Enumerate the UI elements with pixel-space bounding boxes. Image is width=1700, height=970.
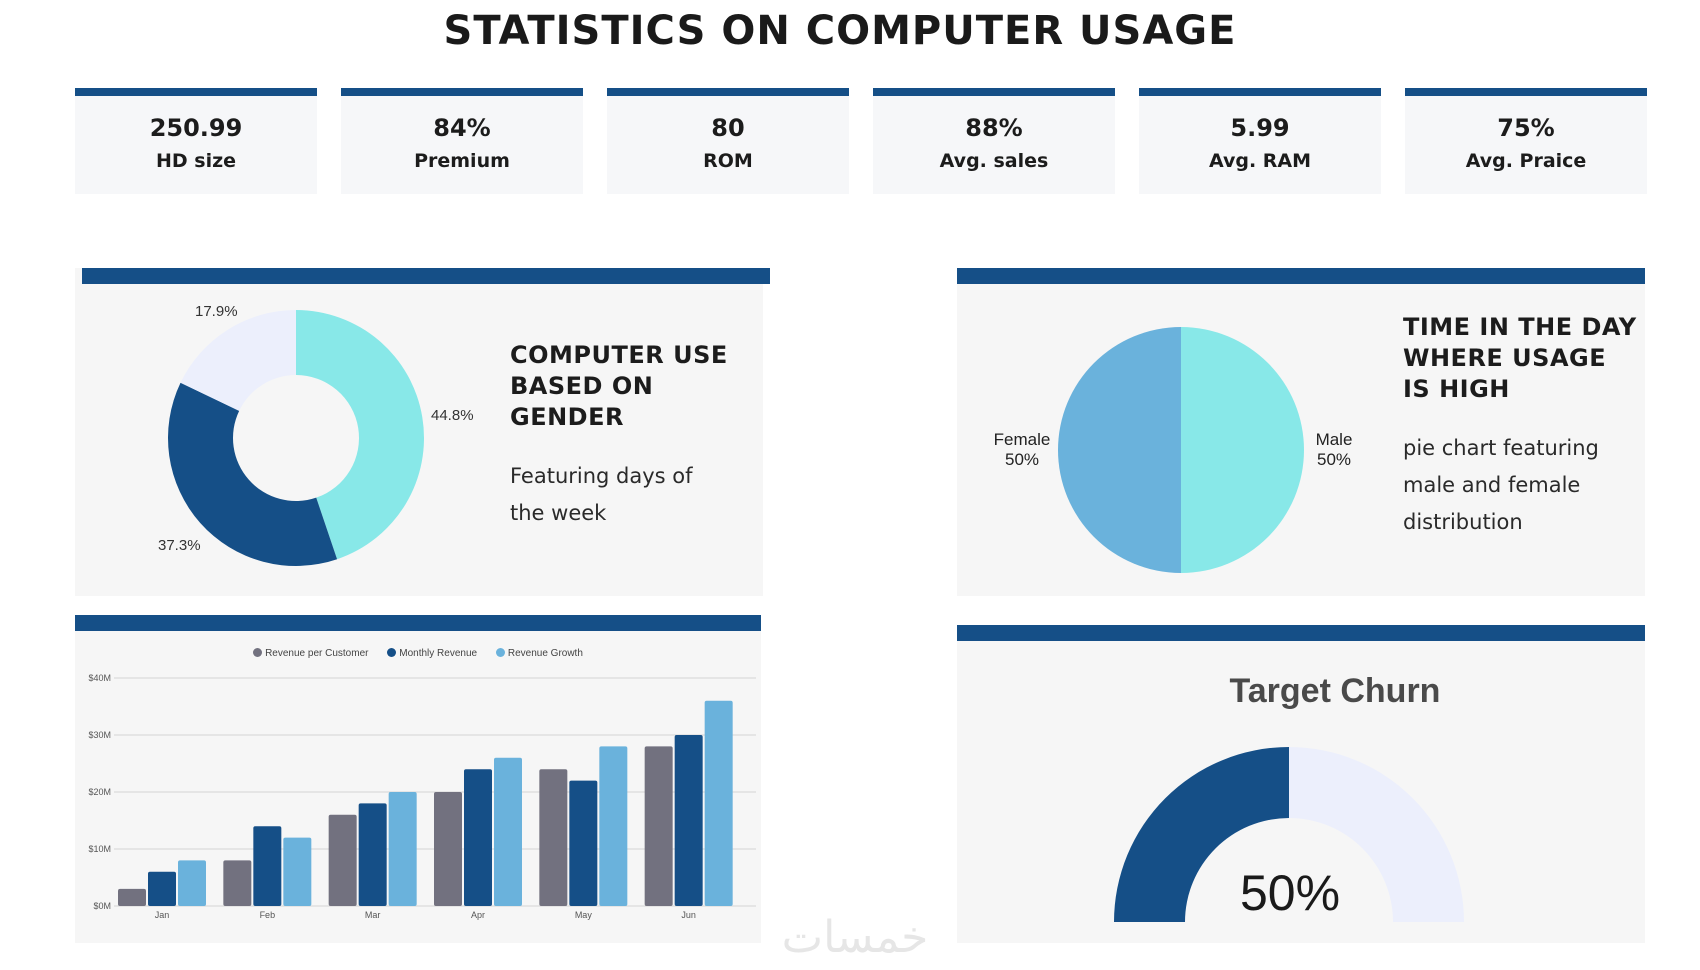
kpi-label: Avg. RAM (1208, 150, 1312, 172)
kpi-accent-bar (1405, 88, 1647, 96)
legend-item: Monthly Revenue (387, 648, 477, 659)
y-tick-label: $40M (88, 673, 111, 683)
bar-jun-series-1 (674, 735, 703, 906)
kpi-value: 88% (965, 114, 1023, 142)
bar-may-series-1 (569, 780, 598, 906)
gauge-filled-arc (1114, 747, 1289, 922)
kpi-accent-bar (75, 88, 317, 96)
legend-item: Revenue per Customer (253, 648, 368, 659)
bar-mar-series-0 (328, 814, 357, 906)
bar-jun-series-2 (704, 700, 733, 906)
kpi-accent-bar (607, 88, 849, 96)
donut-slice-0 (296, 310, 424, 560)
legend-swatch-sky (495, 648, 505, 657)
panel-accent-bar (75, 615, 761, 631)
y-tick-label: $20M (88, 787, 111, 797)
panel-accent-bar (957, 625, 1645, 641)
x-tick-label: May (575, 910, 593, 920)
kpi-label: Premium (414, 150, 510, 172)
kpi-card-rom: 80 ROM (607, 88, 849, 194)
pie-panel-description: pie chart featuring male and female dist… (1403, 436, 1599, 534)
donut-slice-label-medium: 37.3% (158, 537, 201, 554)
panel-accent-bar (957, 268, 1645, 284)
x-tick-label: Jan (155, 910, 170, 920)
bar-jan-series-0 (118, 888, 146, 906)
pie-panel-title: TIME IN THE DAY WHERE USAGE IS HIGH (1403, 313, 1637, 403)
pie-label-male: Male 50% (1315, 430, 1353, 469)
pie-label-female: Female 50% (993, 430, 1051, 469)
pie-slice-male (1181, 327, 1304, 573)
legend-item: Revenue Growth (495, 648, 583, 659)
bar-apr-series-2 (494, 757, 522, 906)
panel-accent-bar (82, 268, 770, 284)
kpi-card-avg-ram: 5.99 Avg. RAM (1139, 88, 1381, 194)
kpi-card-avg-sales: 88% Avg. sales (873, 88, 1115, 194)
churn-value: 50% (1239, 865, 1341, 921)
bar-apr-series-1 (464, 769, 492, 906)
page-title: STATISTICS ON COMPUTER USAGE (443, 8, 1237, 54)
donut-slice-label-small: 17.9% (195, 303, 238, 320)
gauge-remaining-arc (1289, 747, 1464, 922)
kpi-card-hd-size: 250.99 HD size (75, 88, 317, 194)
donut-slice-2 (180, 310, 296, 411)
bar-feb-series-0 (223, 860, 252, 906)
kpi-value: 5.99 (1230, 114, 1290, 142)
watermark-logo: خمسات (781, 912, 929, 963)
kpi-accent-bar (1139, 88, 1381, 96)
pie-slice-female (1058, 327, 1181, 573)
kpi-value: 75% (1497, 114, 1555, 142)
kpi-value: 84% (433, 114, 491, 142)
donut-slice-1 (168, 382, 338, 566)
bar-jun-series-0 (644, 746, 673, 906)
donut-panel-title: COMPUTER USE BASED ON GENDER (510, 341, 728, 431)
kpi-value: 250.99 (149, 114, 243, 142)
kpi-label: HD size (155, 150, 237, 172)
kpi-label: Avg. sales (939, 150, 1049, 172)
y-tick-label: $10M (88, 844, 111, 854)
bar-mar-series-1 (358, 803, 387, 906)
x-tick-label: Feb (260, 910, 276, 920)
kpi-accent-bar (873, 88, 1115, 96)
churn-title: Target Churn (1229, 672, 1441, 710)
y-tick-label: $30M (88, 730, 111, 740)
kpi-accent-bar (341, 88, 583, 96)
legend-swatch-gray (253, 648, 263, 657)
bar-feb-series-2 (283, 837, 312, 906)
bar-jan-series-2 (178, 860, 206, 906)
kpi-card-premium: 84% Premium (341, 88, 583, 194)
x-tick-label: Jun (681, 910, 696, 920)
bar-apr-series-0 (434, 792, 462, 906)
kpi-value: 80 (711, 114, 745, 142)
bar-may-series-0 (539, 769, 568, 906)
kpi-label: ROM (703, 150, 753, 172)
legend-swatch-navy (387, 648, 397, 657)
x-tick-label: Mar (365, 910, 381, 920)
bar-mar-series-2 (388, 792, 417, 906)
bar-chart-legend: Revenue per Customer Monthly Revenue Rev… (0, 648, 836, 659)
bar-jan-series-1 (148, 871, 176, 906)
bar-may-series-2 (599, 746, 628, 906)
donut-panel-description: Featuring days of the week (510, 464, 693, 525)
x-tick-label: Apr (471, 910, 485, 920)
kpi-label: Avg. Praice (1465, 150, 1587, 172)
bar-feb-series-1 (253, 826, 282, 906)
y-tick-label: $0M (93, 901, 111, 911)
kpi-card-avg-praice: 75% Avg. Praice (1405, 88, 1647, 194)
donut-slice-label-large: 44.8% (431, 407, 474, 424)
